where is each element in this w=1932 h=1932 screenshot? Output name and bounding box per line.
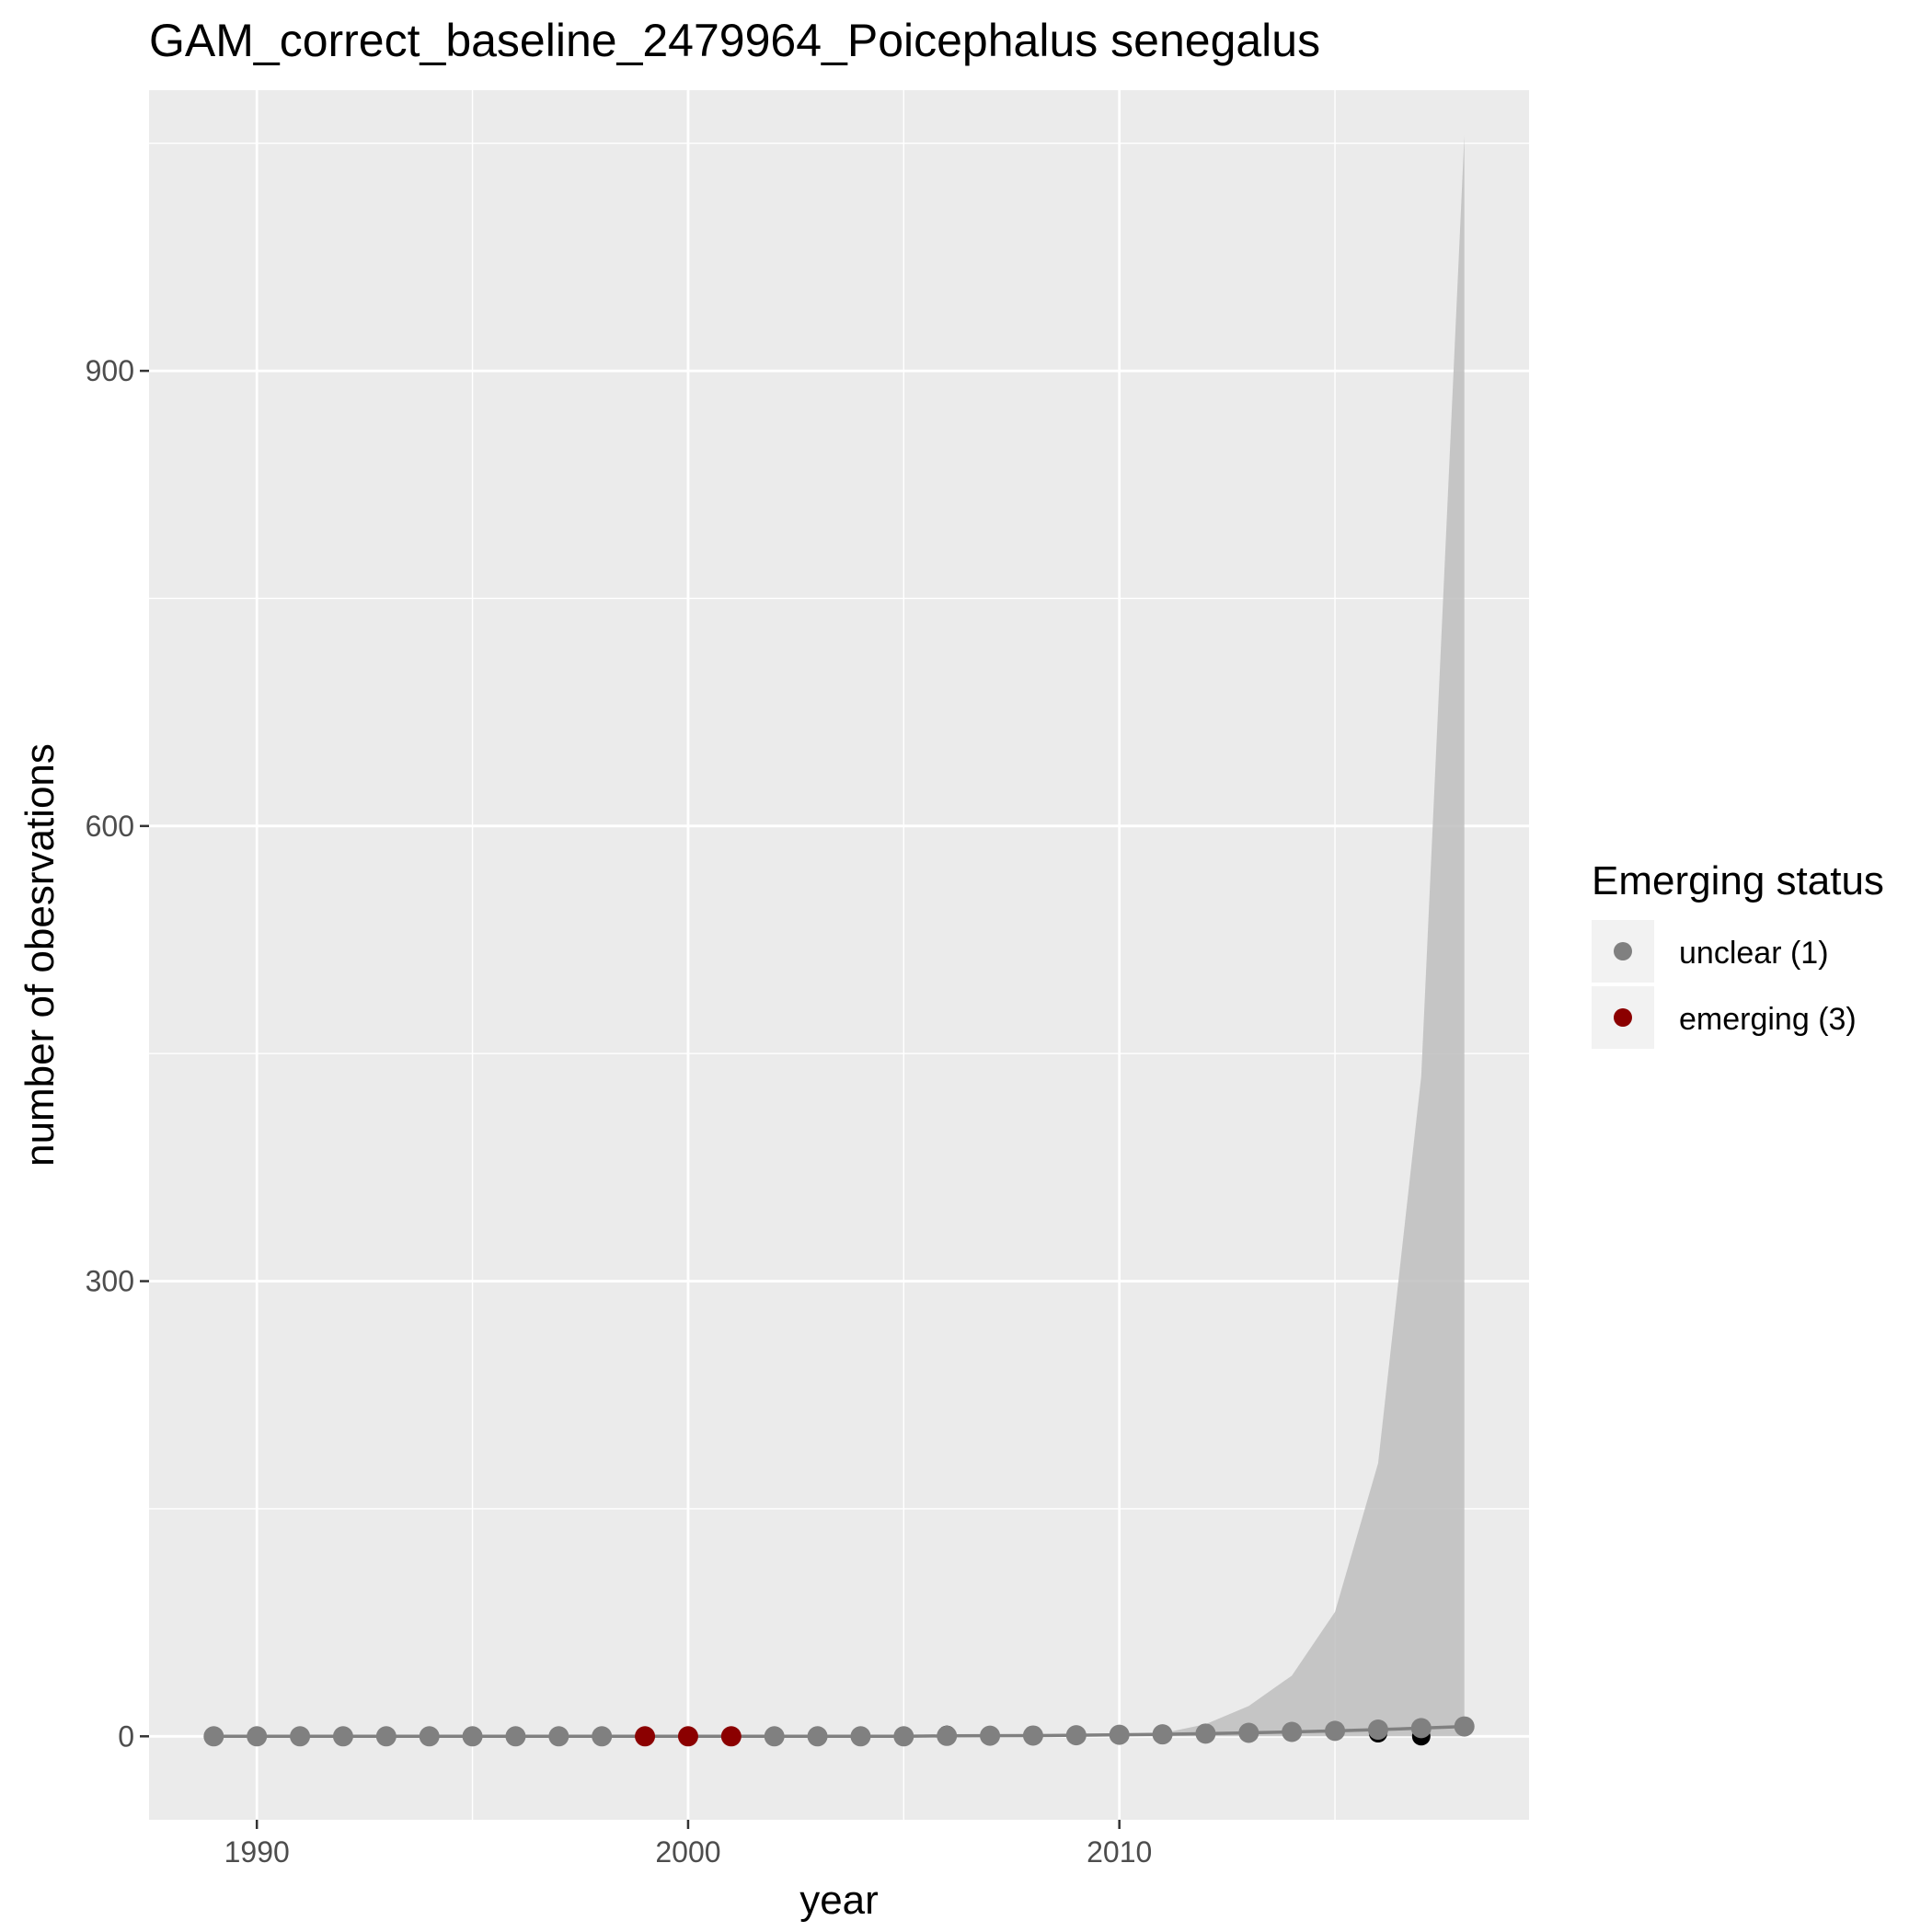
- data-point-unclear: [1282, 1721, 1303, 1742]
- y-tick-label: 900: [86, 354, 134, 387]
- data-point-unclear: [764, 1726, 785, 1747]
- legend: Emerging status unclear (1) emerging (3): [1592, 858, 1884, 1049]
- data-point-unclear: [850, 1726, 871, 1747]
- data-point-unclear: [1022, 1725, 1043, 1746]
- x-tick-label: 1990: [224, 1835, 290, 1869]
- data-point-unclear: [505, 1726, 526, 1747]
- data-point-emerging: [677, 1726, 698, 1747]
- minor-gridlines: [149, 90, 1529, 1820]
- data-point-emerging: [635, 1726, 656, 1747]
- legend-point-emerging: [1614, 1008, 1632, 1027]
- x-axis-title: year: [799, 1878, 879, 1923]
- data-point-unclear: [980, 1725, 1001, 1746]
- data-point-unclear: [375, 1726, 397, 1747]
- y-tick-label: 0: [118, 1719, 134, 1753]
- data-point-unclear: [1238, 1722, 1259, 1743]
- y-axis-title: number of obesrvations: [17, 743, 63, 1167]
- legend-title: Emerging status: [1592, 858, 1884, 903]
- data-point-unclear: [1410, 1718, 1432, 1739]
- data-point-unclear: [592, 1726, 613, 1747]
- data-point-unclear: [1454, 1716, 1475, 1737]
- data-point-unclear: [1195, 1723, 1216, 1744]
- x-axis: 1990 2000 2010: [224, 1820, 1152, 1869]
- data-point-unclear: [937, 1725, 958, 1746]
- data-point-unclear: [1367, 1719, 1388, 1741]
- data-point-unclear: [893, 1726, 914, 1747]
- data-point-unclear: [332, 1726, 353, 1747]
- y-tick-label: 300: [86, 1265, 134, 1298]
- data-point-unclear: [1065, 1725, 1087, 1746]
- data-point-unclear: [419, 1726, 440, 1747]
- chart-title: GAM_correct_baseline_2479964_Poicephalus…: [149, 15, 1320, 66]
- data-point-unclear: [1152, 1724, 1173, 1745]
- data-point-unclear: [203, 1726, 224, 1747]
- status-points: [203, 1716, 1475, 1747]
- y-axis: 0 300 600 900: [86, 354, 149, 1753]
- data-point-unclear: [247, 1726, 268, 1747]
- data-point-unclear: [1325, 1720, 1346, 1742]
- data-point-unclear: [290, 1726, 311, 1747]
- data-point-unclear: [548, 1726, 569, 1747]
- legend-label-emerging: emerging (3): [1679, 1002, 1857, 1037]
- legend-point-unclear: [1614, 942, 1632, 960]
- data-point-emerging: [720, 1726, 742, 1747]
- data-point-unclear: [1109, 1724, 1130, 1745]
- y-tick-label: 600: [86, 810, 134, 843]
- data-point-unclear: [807, 1726, 828, 1747]
- x-tick-label: 2000: [655, 1835, 720, 1869]
- data-point-unclear: [462, 1726, 483, 1747]
- x-tick-label: 2010: [1087, 1835, 1152, 1869]
- legend-label-unclear: unclear (1): [1679, 936, 1829, 971]
- plot-panel: [149, 90, 1529, 1820]
